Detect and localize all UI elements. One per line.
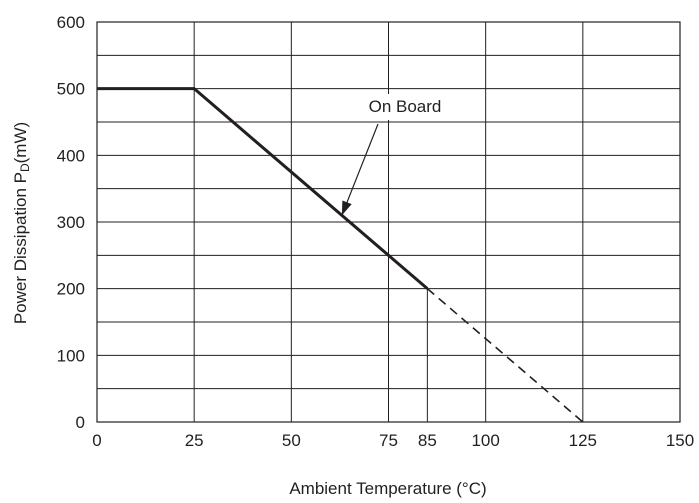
y-axis-label-subscript: D <box>18 163 32 172</box>
series-line-dashed <box>426 288 584 423</box>
x-tick-label: 0 <box>92 431 101 450</box>
y-tick-label: 500 <box>57 80 85 99</box>
x-tick-label: 150 <box>666 431 694 450</box>
x-tick-label: 85 <box>418 431 437 450</box>
annotation-arrow-shaft <box>341 123 379 216</box>
grid-lines <box>97 21 680 422</box>
y-tick-label: 300 <box>57 213 85 232</box>
y-tick-label: 200 <box>57 280 85 299</box>
plot-frame <box>96 21 681 423</box>
y-tick-labels: 0 100 200 300 400 500 600 <box>57 13 85 432</box>
plot-border <box>96 21 681 423</box>
y-tick-label: 600 <box>57 13 85 32</box>
y-tick-label: 400 <box>57 146 85 165</box>
series-line-on-board <box>97 87 429 290</box>
annotation-label: On Board <box>369 97 442 116</box>
y-tick-label: 0 <box>76 413 85 432</box>
x-tick-label: 100 <box>471 431 499 450</box>
x-tick-label: 125 <box>569 431 597 450</box>
annotation-background <box>343 94 467 120</box>
annotation-arrow-head <box>341 200 352 216</box>
series-lines <box>97 87 584 423</box>
x-tick-label: 50 <box>282 431 301 450</box>
x-tick-label: 75 <box>379 431 398 450</box>
y-axis-label-suffix: (mW) <box>11 122 30 164</box>
x-tick-labels: 0 25 50 75 85 100 125 150 <box>92 431 694 450</box>
y-axis-label-prefix: Power Dissipation P <box>11 172 30 324</box>
annotation-group: On Board <box>341 94 467 216</box>
y-axis-label: Power Dissipation PD(mW) <box>11 122 32 324</box>
y-tick-label: 100 <box>57 346 85 365</box>
x-tick-label: 25 <box>185 431 204 450</box>
x-axis-label: Ambient Temperature (°C) <box>289 479 486 498</box>
